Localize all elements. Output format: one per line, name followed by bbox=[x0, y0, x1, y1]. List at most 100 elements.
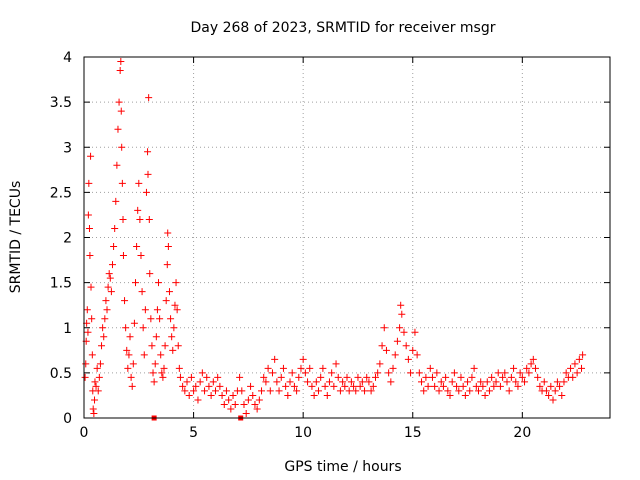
data-point bbox=[382, 346, 390, 354]
data-point bbox=[251, 400, 259, 408]
data-point bbox=[450, 369, 458, 377]
data-point bbox=[304, 378, 312, 386]
y-tick-label: 3 bbox=[63, 140, 72, 156]
data-point bbox=[242, 409, 250, 417]
data-point bbox=[510, 364, 518, 372]
x-tick-label: 20 bbox=[513, 425, 531, 441]
x-tick-label: 0 bbox=[80, 425, 89, 441]
data-point bbox=[396, 324, 404, 332]
data-point bbox=[503, 378, 511, 386]
data-point bbox=[114, 125, 122, 133]
data-point bbox=[134, 206, 142, 214]
data-point bbox=[115, 98, 123, 106]
data-point bbox=[147, 315, 155, 323]
data-point bbox=[88, 351, 96, 359]
data-point bbox=[173, 306, 181, 314]
data-point bbox=[485, 387, 493, 395]
data-point bbox=[448, 378, 456, 386]
data-point bbox=[225, 396, 233, 404]
data-point bbox=[547, 382, 555, 390]
data-point bbox=[149, 369, 157, 377]
data-point bbox=[253, 405, 261, 413]
data-point bbox=[428, 373, 436, 381]
data-point bbox=[385, 369, 393, 377]
data-point bbox=[203, 373, 211, 381]
data-point bbox=[499, 373, 507, 381]
data-point bbox=[407, 369, 415, 377]
data-point bbox=[160, 364, 168, 372]
data-point bbox=[89, 405, 97, 413]
data-point bbox=[415, 369, 423, 377]
plot-frame bbox=[83, 56, 611, 419]
data-point bbox=[183, 378, 191, 386]
data-point bbox=[145, 215, 153, 223]
data-point bbox=[558, 391, 566, 399]
data-point bbox=[139, 324, 147, 332]
data-point bbox=[453, 382, 461, 390]
data-point bbox=[152, 333, 160, 341]
data-point bbox=[192, 382, 200, 390]
data-point bbox=[148, 342, 156, 350]
data-point bbox=[319, 364, 327, 372]
data-point bbox=[113, 161, 121, 169]
data-point bbox=[347, 378, 355, 386]
data-point bbox=[144, 148, 152, 156]
data-point bbox=[402, 342, 410, 350]
data-point bbox=[145, 94, 153, 102]
data-point bbox=[391, 351, 399, 359]
data-point bbox=[209, 378, 217, 386]
data-point bbox=[369, 382, 377, 390]
data-point bbox=[323, 391, 331, 399]
data-point bbox=[122, 324, 130, 332]
data-point bbox=[328, 369, 336, 377]
data-point bbox=[446, 391, 454, 399]
data-point bbox=[255, 396, 263, 404]
data-point bbox=[169, 346, 177, 354]
data-point bbox=[132, 279, 140, 287]
data-point bbox=[130, 319, 138, 327]
data-point bbox=[159, 373, 167, 381]
data-point bbox=[433, 369, 441, 377]
data-point bbox=[317, 373, 325, 381]
x-tick-label: 10 bbox=[294, 425, 312, 441]
data-point bbox=[100, 333, 108, 341]
data-point bbox=[138, 288, 146, 296]
data-point bbox=[492, 378, 500, 386]
y-tick-label: 1 bbox=[63, 321, 72, 337]
data-point bbox=[201, 387, 209, 395]
x-tick-label: 5 bbox=[189, 425, 198, 441]
data-point bbox=[216, 382, 224, 390]
data-point bbox=[88, 315, 96, 323]
data-point bbox=[128, 382, 136, 390]
data-point bbox=[279, 364, 287, 372]
data-point bbox=[551, 387, 559, 395]
data-point bbox=[207, 391, 215, 399]
data-points bbox=[81, 58, 587, 421]
data-point bbox=[481, 391, 489, 399]
data-point bbox=[521, 378, 529, 386]
data-point bbox=[477, 378, 485, 386]
data-point bbox=[459, 382, 467, 390]
data-point bbox=[293, 387, 301, 395]
data-point bbox=[85, 224, 93, 232]
data-point bbox=[277, 373, 285, 381]
data-point bbox=[92, 382, 100, 390]
data-point bbox=[578, 364, 586, 372]
data-point bbox=[545, 391, 553, 399]
data-point bbox=[371, 373, 379, 381]
data-point bbox=[181, 387, 189, 395]
data-point bbox=[158, 369, 166, 377]
data-point bbox=[103, 306, 111, 314]
data-point bbox=[273, 378, 281, 386]
data-point bbox=[306, 364, 314, 372]
data-point bbox=[455, 387, 463, 395]
data-point bbox=[290, 382, 298, 390]
data-point bbox=[571, 360, 579, 368]
data-point bbox=[404, 355, 412, 363]
data-point bbox=[155, 279, 163, 287]
data-point bbox=[534, 373, 542, 381]
data-point bbox=[562, 369, 570, 377]
data-point bbox=[352, 387, 360, 395]
data-point bbox=[238, 387, 246, 395]
data-point bbox=[475, 387, 482, 395]
